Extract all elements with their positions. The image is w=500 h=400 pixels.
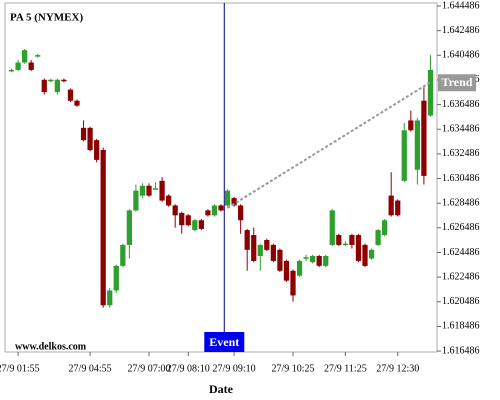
candle-body xyxy=(224,190,231,206)
candle-body xyxy=(310,256,316,263)
candle-body xyxy=(336,235,342,245)
y-tick-label: 1.644486 xyxy=(442,0,480,11)
candle-body xyxy=(421,100,427,176)
candle-body xyxy=(362,244,368,266)
watermark: www.delkos.com xyxy=(15,341,87,352)
candle-body xyxy=(283,260,290,281)
candle-body xyxy=(94,140,100,160)
candle-body xyxy=(368,249,375,259)
candle-body xyxy=(67,89,74,101)
x-tick-label: 27/9 10:25 xyxy=(271,363,314,374)
y-tick-label: 1.640486 xyxy=(442,50,480,61)
candle-body xyxy=(342,243,348,246)
candle-body xyxy=(257,244,263,257)
candle-body xyxy=(251,235,257,261)
candle-body xyxy=(166,195,172,206)
candle-body xyxy=(355,235,362,261)
x-tick-label: 27/9 07:00 xyxy=(127,363,170,374)
candle-body xyxy=(388,195,394,216)
candle-body xyxy=(35,55,41,57)
candle-body xyxy=(28,62,34,70)
candle-body xyxy=(303,257,309,259)
y-tick-label: 1.636486 xyxy=(442,99,480,110)
candle-body xyxy=(427,69,434,116)
candle-body xyxy=(139,185,146,196)
candle-body xyxy=(382,220,388,236)
y-tick-label: 1.632486 xyxy=(442,148,480,159)
candle-body xyxy=(159,180,165,201)
y-tick-label: 1.620486 xyxy=(442,296,480,307)
candle-body xyxy=(107,290,113,306)
candle-body xyxy=(323,256,329,266)
candle-body xyxy=(244,230,250,250)
x-tick-label: 27/9 09:10 xyxy=(213,363,256,374)
candle-body xyxy=(375,230,381,245)
y-tick-label: 1.634486 xyxy=(442,124,480,135)
candle-body xyxy=(48,79,54,82)
candle-body xyxy=(120,244,126,266)
candle-body xyxy=(231,198,237,206)
x-tick-label: 27/9 01:55 xyxy=(0,363,40,374)
candle-body xyxy=(61,79,67,82)
candle-body xyxy=(198,220,204,229)
candle-body xyxy=(264,239,270,250)
y-tick-label: 1.616486 xyxy=(442,345,480,356)
event-label: Event xyxy=(209,335,239,349)
candle-body xyxy=(238,205,244,221)
chart-title: PA 5 (NYMEX) xyxy=(10,12,83,24)
candle-body xyxy=(80,127,87,141)
candle-body xyxy=(211,205,218,216)
y-tick-label: 1.622486 xyxy=(442,271,480,282)
candle-body xyxy=(179,212,185,226)
candle-body xyxy=(296,260,303,276)
x-tick-label: 27/9 11:25 xyxy=(324,363,367,374)
candle-body xyxy=(8,69,15,72)
x-axis-label: Date xyxy=(209,382,234,396)
y-tick-label: 1.642486 xyxy=(442,25,480,36)
candle-body xyxy=(133,190,139,211)
candle-body xyxy=(15,62,21,70)
candle-body xyxy=(349,235,355,245)
x-tick-label: 27/9 12:30 xyxy=(376,363,419,374)
y-tick-label: 1.626486 xyxy=(442,222,480,233)
trend-box xyxy=(438,74,476,92)
candle-body xyxy=(22,50,28,63)
y-tick-label: 1.624486 xyxy=(442,247,480,258)
candle-body xyxy=(192,220,198,231)
plot-frame xyxy=(4,2,438,353)
candle-body xyxy=(172,205,178,216)
candle-body xyxy=(277,249,283,271)
candle-body xyxy=(146,185,152,196)
y-tick-label: 1.630486 xyxy=(442,173,480,184)
candle-body xyxy=(41,79,47,93)
x-tick-label: 27/9 04:55 xyxy=(69,363,112,374)
x-tick-label: 27/9 08:10 xyxy=(167,363,210,374)
candle-body xyxy=(316,256,322,266)
candle-body xyxy=(290,270,296,296)
y-tick-label: 1.618486 xyxy=(442,321,480,332)
candle-body xyxy=(414,120,420,170)
candle-body xyxy=(113,265,119,291)
candle-body xyxy=(270,244,276,261)
candle-body xyxy=(218,205,224,211)
candle-body xyxy=(408,120,414,131)
candle-body xyxy=(401,130,407,181)
event-box xyxy=(204,332,245,352)
trend-label: Trend xyxy=(442,75,473,89)
candle-body xyxy=(126,210,132,245)
candle-body xyxy=(205,210,211,216)
candle-body xyxy=(87,127,93,151)
y-tick-label: 1.628486 xyxy=(442,197,480,208)
candle-body xyxy=(74,100,80,106)
candle-body xyxy=(54,79,60,93)
candle-body xyxy=(100,150,106,306)
candle-body xyxy=(329,210,335,245)
candle-body xyxy=(185,215,191,226)
candle-body xyxy=(152,188,159,190)
candle-body xyxy=(395,200,401,216)
